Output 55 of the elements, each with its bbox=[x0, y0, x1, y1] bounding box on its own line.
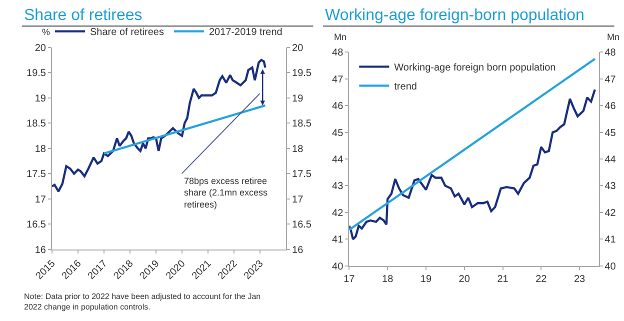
line-series bbox=[349, 88, 596, 240]
x-tick-label: 17 bbox=[344, 274, 356, 285]
y-axis-title: % bbox=[42, 27, 50, 37]
x-tick-label: 21 bbox=[497, 274, 509, 285]
y2-tick-label: 41 bbox=[604, 234, 616, 246]
y2-tick-label: 19 bbox=[292, 93, 304, 104]
y-tick-label: 41 bbox=[332, 234, 344, 246]
y2-axis-title: Mn bbox=[607, 32, 620, 42]
y-tick-label: 18 bbox=[34, 144, 46, 155]
y-tick-label: 48 bbox=[332, 48, 344, 59]
y-tick-label: 17 bbox=[34, 194, 46, 206]
legend-label: 2017-2019 trend bbox=[208, 27, 282, 38]
y-axis-title: Mn bbox=[334, 32, 347, 42]
y-tick-label: 20 bbox=[34, 42, 46, 54]
y2-tick-label: 20 bbox=[292, 42, 304, 54]
x-tick-label: 22 bbox=[536, 274, 548, 285]
x-tick-label: 18 bbox=[382, 274, 394, 285]
y2-tick-label: 17 bbox=[292, 194, 304, 206]
y2-tick-label: 48 bbox=[604, 48, 616, 59]
chart-title: Working-age foreign-born population bbox=[325, 7, 584, 24]
y-tick-label: 19.5 bbox=[26, 68, 46, 80]
y-tick-label: 19 bbox=[34, 93, 46, 104]
y-tick-label: 44 bbox=[332, 154, 344, 166]
x-tick-label: 23 bbox=[574, 274, 586, 285]
y2-tick-label: 47 bbox=[604, 74, 616, 86]
y2-tick-label: 18.5 bbox=[292, 118, 312, 130]
y2-tick-label: 44 bbox=[604, 154, 616, 166]
y2-tick-label: 43 bbox=[604, 181, 616, 192]
text: Note: Data prior to 2022 have been adjusted to account for the Jan 2022 change in population controls. bbox=[24, 292, 261, 312]
chart-title: Share of retirees bbox=[24, 7, 142, 24]
annotation: 78bps excess retiree share (2.1mn excess retirees) bbox=[184, 176, 268, 210]
y-tick-label: 16.5 bbox=[26, 220, 46, 231]
y2-tick-label: 16 bbox=[292, 245, 304, 256]
y-tick-label: 43 bbox=[332, 181, 344, 192]
y2-tick-label: 42 bbox=[604, 208, 616, 219]
y2-tick-label: 40 bbox=[604, 261, 616, 272]
y-tick-label: 40 bbox=[332, 261, 344, 272]
legend-label: Share of retirees bbox=[90, 27, 164, 38]
y-tick-label: 16 bbox=[34, 245, 46, 256]
y2-tick-label: 18 bbox=[292, 144, 304, 155]
y-tick-label: 47 bbox=[332, 74, 344, 86]
y2-tick-label: 46 bbox=[604, 101, 616, 112]
y2-tick-label: 16.5 bbox=[292, 220, 312, 231]
y2-tick-label: 17.5 bbox=[292, 169, 312, 180]
y-tick-label: 42 bbox=[332, 208, 344, 219]
legend-label: trend bbox=[394, 82, 417, 93]
y-tick-label: 46 bbox=[332, 101, 344, 112]
x-tick-label: 19 bbox=[420, 274, 432, 285]
y2-tick-label: 19.5 bbox=[292, 68, 312, 80]
y-tick-label: 45 bbox=[332, 128, 344, 139]
x-tick-label: 20 bbox=[458, 274, 470, 285]
y-tick-label: 18.5 bbox=[26, 118, 46, 130]
y2-tick-label: 45 bbox=[604, 128, 616, 139]
legend-label: Working-age foreign born population bbox=[394, 62, 556, 74]
y-tick-label: 17.5 bbox=[26, 169, 46, 180]
